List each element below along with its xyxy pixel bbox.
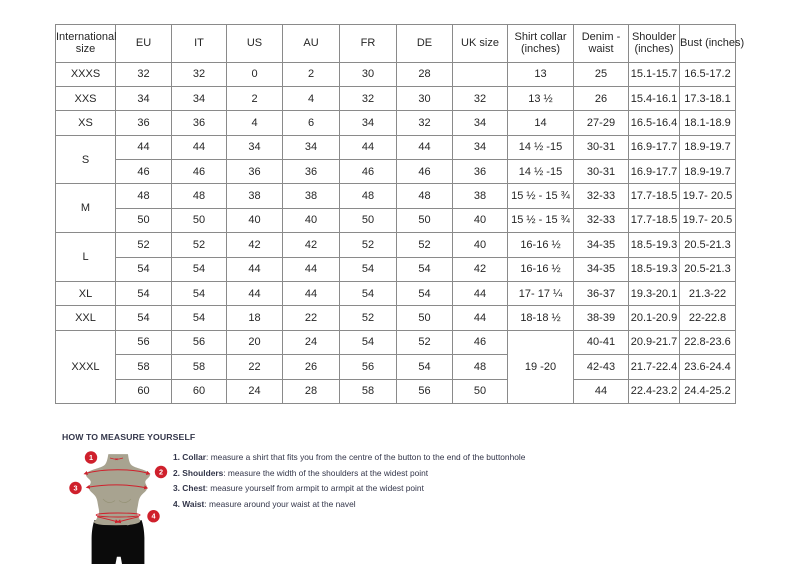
svg-text:3: 3 [73,483,77,492]
svg-text:2: 2 [159,467,163,476]
svg-text:1: 1 [89,453,93,462]
